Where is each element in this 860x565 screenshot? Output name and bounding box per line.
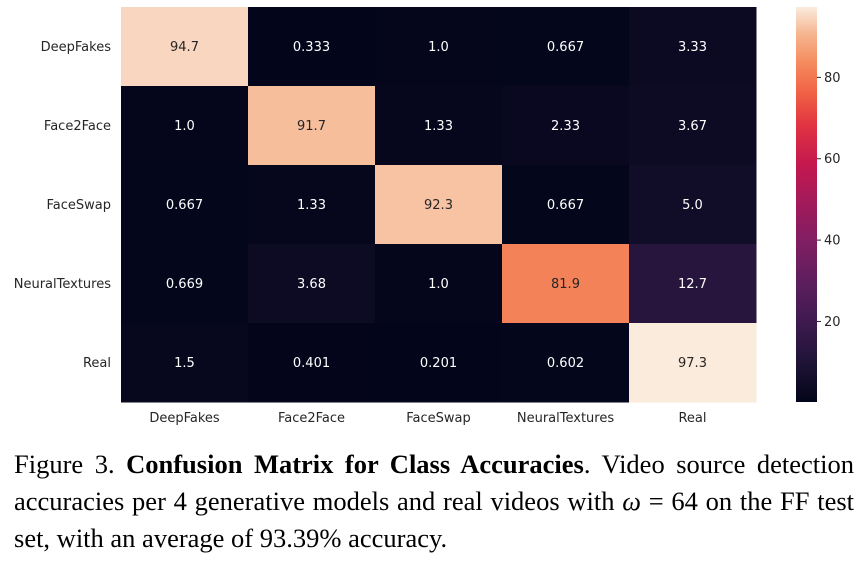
cell-value-label: 0.667 <box>166 198 203 213</box>
heatmap-cell <box>375 86 503 166</box>
heatmap-cell <box>502 244 630 324</box>
cell-value-label: 3.68 <box>297 277 326 292</box>
cell-value-label: 0.201 <box>420 356 457 371</box>
row-label: Real <box>83 356 111 371</box>
heatmap-cell <box>248 323 376 403</box>
column-label: FaceSwap <box>406 411 471 426</box>
colorbar-tick-label: 80 <box>824 71 841 86</box>
heatmap-cell <box>502 86 630 166</box>
row-label: DeepFakes <box>41 40 112 55</box>
cell-value-label: 1.33 <box>424 119 453 134</box>
caption-text-1: . Video source detection accuracies per … <box>14 449 855 516</box>
cell-value-label: 0.669 <box>166 277 203 292</box>
row-labels: DeepFakes Face2Face FaceSwap NeuralTextures… <box>14 40 111 371</box>
heatmap-cell <box>121 244 249 324</box>
cell-value-label: 1.0 <box>428 277 449 292</box>
heatmap-cell <box>375 7 503 87</box>
cell-value-label: 2.33 <box>551 119 580 134</box>
heatmap-cell <box>375 244 503 324</box>
cell-value-label: 5.0 <box>682 198 703 213</box>
cell-value-label: 0.602 <box>547 356 584 371</box>
figure-caption: Figure 3. Confusion Matrix for Class Acc… <box>14 446 854 557</box>
cell-value-label: 0.333 <box>293 40 330 55</box>
cell-value-label: 0.667 <box>547 40 584 55</box>
caption-omega: ω <box>622 486 641 516</box>
heatmap-cell <box>502 323 630 403</box>
heatmap-cell-labels: 94.7 0.333 1.0 0.667 3.33 1.0 91.7 1.33 2.33 3.67… <box>166 40 707 371</box>
column-label: Face2Face <box>278 411 345 426</box>
cell-value-label: 3.33 <box>678 40 707 55</box>
confusion-matrix-figure: 94.7 0.333 1.0 0.667 3.33 1.0 91.7 1.33 2.33 3.67… <box>14 7 841 426</box>
colorbar-tick-label: 20 <box>824 315 841 330</box>
cell-value-label: 0.667 <box>547 198 584 213</box>
cell-value-label: 81.9 <box>551 277 580 292</box>
cell-value-label: 0.401 <box>293 356 330 371</box>
heatmap-cell <box>629 244 757 324</box>
colorbar-tick-label: 40 <box>824 234 841 249</box>
caption-bold-title: Confusion Matrix for Class Accuracies <box>126 449 584 479</box>
cell-value-label: 97.3 <box>678 356 707 371</box>
heatmap-cell <box>375 165 503 245</box>
heatmap-cell <box>121 86 249 166</box>
heatmap-cell <box>375 323 503 403</box>
colorbar-gradient <box>796 7 817 402</box>
cell-value-label: 91.7 <box>297 119 326 134</box>
colorbar-tick-label: 60 <box>824 152 841 167</box>
heatmap-cell <box>629 165 757 245</box>
cell-value-label: 1.33 <box>297 198 326 213</box>
heatmap-cell <box>248 86 376 166</box>
heatmap-cell <box>121 7 249 87</box>
caption-text-2: = 64 on the FF test set, with an average… <box>14 486 855 553</box>
heatmap-cell <box>502 7 630 87</box>
column-label: DeepFakes <box>149 411 220 426</box>
column-labels: DeepFakes Face2Face FaceSwap NeuralTextures… <box>149 411 706 426</box>
row-label: Face2Face <box>44 119 111 134</box>
row-label: FaceSwap <box>47 198 112 213</box>
heatmap-cell <box>502 165 630 245</box>
cell-value-label: 12.7 <box>678 277 707 292</box>
cell-value-label: 1.0 <box>174 119 195 134</box>
heatmap-cell <box>629 7 757 87</box>
heatmap-cell <box>629 86 757 166</box>
column-label: NeuralTextures <box>517 411 614 426</box>
cell-value-label: 92.3 <box>424 198 453 213</box>
cell-value-label: 94.7 <box>170 40 199 55</box>
heatmap-cell <box>248 165 376 245</box>
heatmap-cell <box>248 244 376 324</box>
cell-value-label: 1.5 <box>174 356 195 371</box>
heatmap-cell <box>121 165 249 245</box>
heatmap-cell <box>121 323 249 403</box>
cell-value-label: 3.67 <box>678 119 707 134</box>
colorbar-ticks: 20 40 60 80 <box>817 71 841 330</box>
row-label: NeuralTextures <box>14 277 111 292</box>
caption-prefix: Figure 3. <box>14 449 115 479</box>
heatmap-cells <box>121 7 757 403</box>
column-label: Real <box>678 411 706 426</box>
heatmap-cell <box>248 7 376 87</box>
heatmap-cell <box>629 323 757 403</box>
colorbar <box>796 7 817 402</box>
cell-value-label: 1.0 <box>428 40 449 55</box>
